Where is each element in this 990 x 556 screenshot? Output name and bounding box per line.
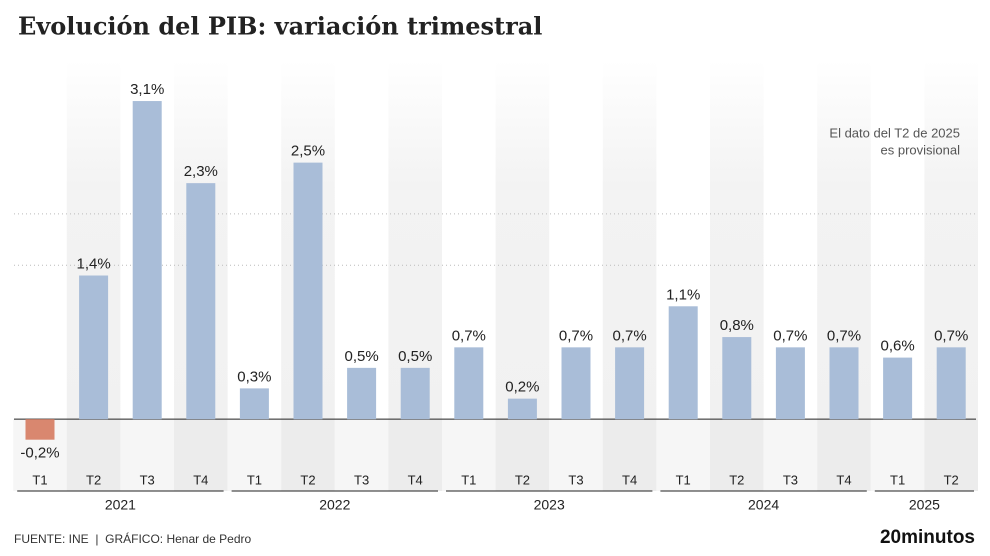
bar — [561, 347, 591, 420]
x-tick-label: T4 — [622, 472, 637, 487]
x-tick-label: T1 — [461, 472, 476, 487]
value-label: 0,7% — [934, 327, 968, 344]
annotation: es provisional — [881, 142, 961, 157]
bar — [25, 419, 55, 440]
bar — [722, 337, 752, 420]
x-tick-label: T2 — [300, 472, 315, 487]
bar — [347, 367, 377, 420]
value-label: 0,5% — [398, 348, 432, 365]
value-label: 3,1% — [130, 81, 164, 98]
value-label: 0,3% — [237, 368, 271, 385]
source: FUENTE: INE | GRÁFICO: Henar de Pedro — [14, 531, 252, 546]
brand-logo: 20minutos — [880, 527, 975, 548]
x-tick-label: T4 — [193, 472, 208, 487]
bar — [883, 357, 913, 420]
value-label: 0,2% — [505, 379, 539, 396]
x-tick-label: T3 — [783, 472, 798, 487]
bar — [615, 347, 645, 420]
x-tick-label: T4 — [408, 472, 423, 487]
value-label: 1,4% — [76, 255, 110, 272]
label-cell — [227, 419, 282, 491]
x-tick-label: T4 — [836, 472, 851, 487]
label-cell — [817, 419, 871, 491]
label-cell — [388, 419, 442, 491]
bar — [79, 275, 109, 420]
bar — [507, 398, 537, 420]
x-tick-label: T3 — [140, 472, 155, 487]
bar — [829, 347, 859, 420]
x-group-label: 2023 — [534, 497, 565, 513]
bar — [293, 162, 323, 420]
value-label: 0,7% — [612, 327, 646, 344]
x-group-label: 2022 — [319, 497, 350, 513]
x-group-label: 2024 — [748, 497, 779, 513]
value-label: 0,8% — [720, 317, 754, 334]
bar — [400, 367, 430, 420]
x-group-label: 2025 — [909, 497, 940, 513]
column-band — [388, 60, 442, 420]
x-group-label: 2021 — [105, 497, 136, 513]
x-tick-label: T1 — [676, 472, 691, 487]
label-cell — [924, 419, 978, 491]
label-cell — [495, 419, 550, 491]
value-label: 0,6% — [880, 338, 914, 355]
bar — [132, 101, 162, 420]
x-tick-label: T1 — [32, 472, 47, 487]
x-tick-label: T1 — [890, 472, 905, 487]
x-tick-label: T2 — [86, 472, 101, 487]
label-cell — [656, 419, 710, 491]
x-tick-label: T3 — [354, 472, 369, 487]
value-label: 0,7% — [452, 327, 486, 344]
column-band — [495, 60, 550, 420]
value-label: 0,7% — [559, 327, 593, 344]
value-label: 2,3% — [184, 163, 218, 180]
bar — [186, 183, 216, 420]
bar — [239, 388, 269, 420]
value-label: 0,7% — [773, 327, 807, 344]
value-label: -0,2% — [20, 445, 59, 462]
label-cell — [710, 419, 764, 491]
bar — [454, 347, 484, 420]
x-tick-label: T1 — [247, 472, 262, 487]
value-label: 0,7% — [827, 327, 861, 344]
x-tick-label: T2 — [515, 472, 530, 487]
x-tick-label: T2 — [729, 472, 744, 487]
x-tick-label: T3 — [568, 472, 583, 487]
label-cell — [549, 419, 603, 491]
label-cell — [602, 419, 657, 491]
annotation: El dato del T2 de 2025 — [829, 125, 960, 140]
label-cell — [120, 419, 174, 491]
label-cell — [174, 419, 228, 491]
x-tick-label: T2 — [944, 472, 959, 487]
value-label: 0,5% — [344, 348, 378, 365]
bar — [668, 306, 698, 420]
label-cell — [763, 419, 818, 491]
label-cell — [870, 419, 925, 491]
label-cell — [281, 419, 335, 491]
chart-title: Evolución del PIB: variación trimestral — [18, 12, 542, 41]
bar — [936, 347, 966, 420]
bar — [775, 347, 805, 420]
label-cell — [66, 419, 121, 491]
value-label: 1,1% — [666, 286, 700, 303]
value-label: 2,5% — [291, 143, 325, 160]
label-cell — [442, 419, 496, 491]
label-cell — [334, 419, 389, 491]
